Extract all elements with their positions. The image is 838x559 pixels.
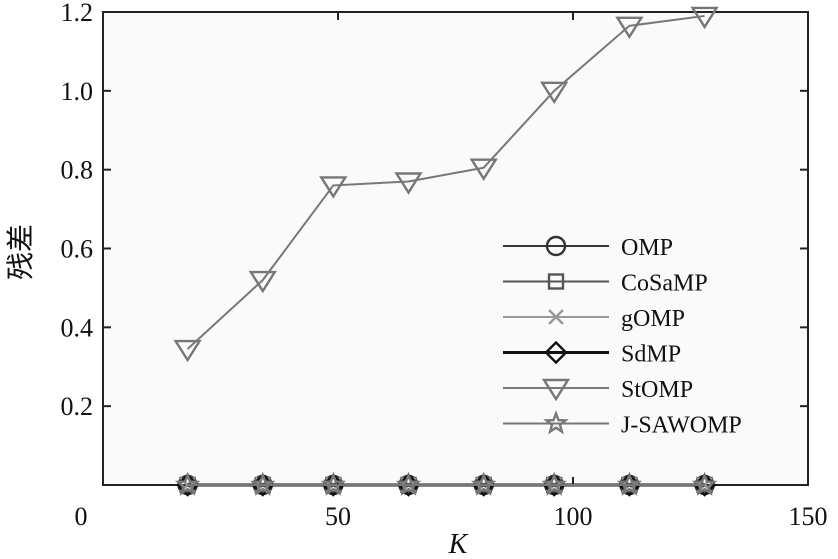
data-point — [319, 176, 348, 199]
legend-marker — [544, 340, 568, 365]
legend: OMP CoSaMP gOMP SdMP StOMP J-SAWOMP — [503, 235, 742, 439]
data-point — [395, 471, 422, 496]
data-point — [320, 471, 347, 496]
y-axis-title: 残差 — [5, 224, 37, 280]
data-point — [616, 471, 643, 496]
plot-area — [102, 11, 809, 486]
data-point — [248, 270, 277, 294]
y-ticks: 0.2 0.4 0.6 0.8 1.0 1.2 — [61, 0, 808, 421]
series-j-sawomp — [174, 471, 718, 496]
legend-entry: SdMP — [503, 340, 681, 368]
legend-label: SdMP — [621, 342, 681, 368]
data-point — [173, 339, 202, 363]
legend-label: StOMP — [621, 377, 693, 403]
legend-marker — [541, 378, 571, 402]
legend-entry: StOMP — [503, 377, 693, 403]
y-tick-label: 1.2 — [61, 0, 94, 27]
legend-label: gOMP — [621, 306, 685, 332]
data-point — [470, 471, 497, 496]
legend-label: OMP — [621, 235, 673, 261]
series-group — [173, 6, 719, 497]
x-tick-label: 150 — [789, 502, 828, 531]
legend-entry: gOMP — [503, 306, 685, 332]
x-tick-label: 50 — [325, 502, 351, 531]
data-point — [541, 471, 567, 496]
data-point — [691, 471, 718, 496]
y-tick-label: 0.2 — [61, 392, 94, 421]
y-tick-label: 0.4 — [61, 313, 94, 342]
legend-entry: J-SAWOMP — [503, 410, 742, 439]
data-point — [250, 471, 276, 496]
legend-label: CoSaMP — [621, 271, 708, 297]
data-point — [615, 16, 644, 40]
y-tick-label: 0.6 — [61, 235, 94, 264]
legend-marker — [547, 273, 565, 290]
legend-label: J-SAWOMP — [621, 413, 742, 439]
data-point — [690, 6, 719, 30]
series-stomp — [173, 6, 719, 363]
x-axis-title: K — [448, 529, 469, 559]
series-line — [186, 14, 705, 350]
x-tick-label: 100 — [554, 502, 593, 531]
legend-marker — [545, 235, 567, 257]
data-point — [469, 158, 498, 181]
y-tick-label: 0.8 — [61, 156, 94, 185]
y-tick-label: 1.0 — [61, 77, 94, 106]
legend-marker — [543, 410, 569, 435]
x-tick-label: 0 — [75, 502, 88, 531]
data-point — [540, 81, 569, 105]
legend-entry: CoSaMP — [503, 271, 708, 297]
legend-entry: OMP — [503, 235, 673, 261]
data-point — [394, 172, 423, 195]
legend-marker — [548, 309, 564, 325]
data-point — [174, 471, 201, 496]
